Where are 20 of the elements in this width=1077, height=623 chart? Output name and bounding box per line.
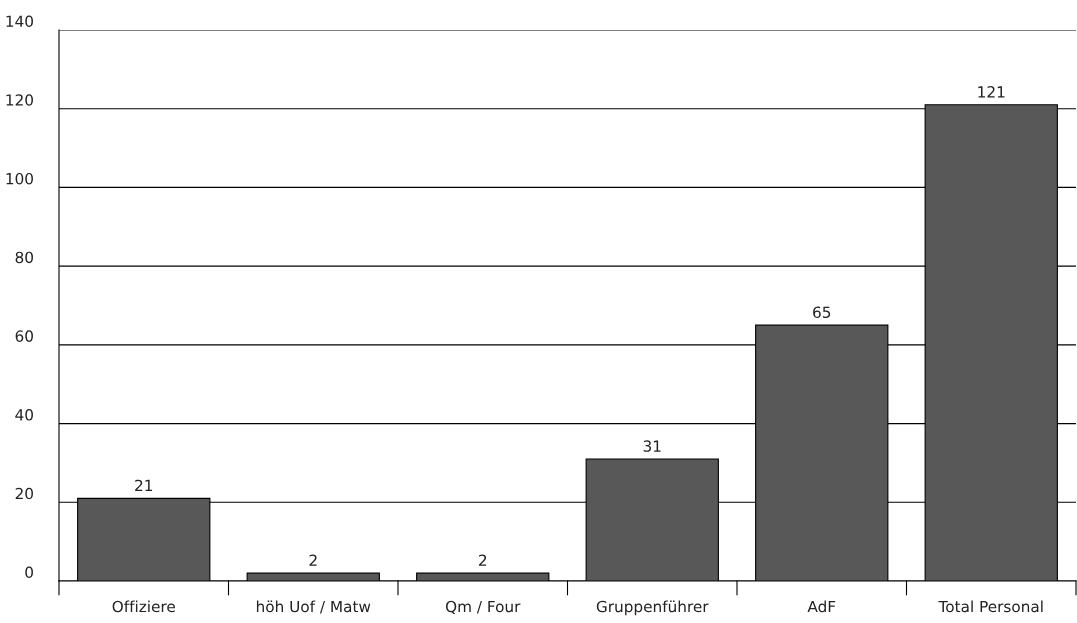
y-tick-label: 60 (15, 330, 33, 342)
x-tick-label: AdF (807, 600, 836, 613)
data-label: 65 (813, 306, 831, 319)
data-label: 121 (978, 86, 1005, 98)
y-tick-label: 100 (6, 172, 33, 185)
y-tick-label: 140 (6, 15, 33, 28)
x-tick-label: Offiziere (112, 600, 175, 613)
x-tick-label: Qm / Four (445, 600, 521, 615)
x-tick-label: Gruppenführer (596, 600, 709, 616)
x-tick-label: Total Personal (938, 600, 1043, 613)
y-tick-label: 40 (15, 409, 33, 421)
y-tick-label: 0 (25, 566, 33, 579)
x-tick-label: höh Uof / Matw (256, 600, 371, 614)
data-label: 31 (643, 440, 661, 452)
data-label: 2 (309, 554, 317, 566)
data-label: 21 (135, 479, 153, 492)
y-tick-label: 20 (15, 487, 33, 500)
data-label: 2 (479, 554, 487, 566)
y-tick-label: 120 (6, 94, 33, 106)
y-tick-label: 80 (15, 251, 33, 264)
